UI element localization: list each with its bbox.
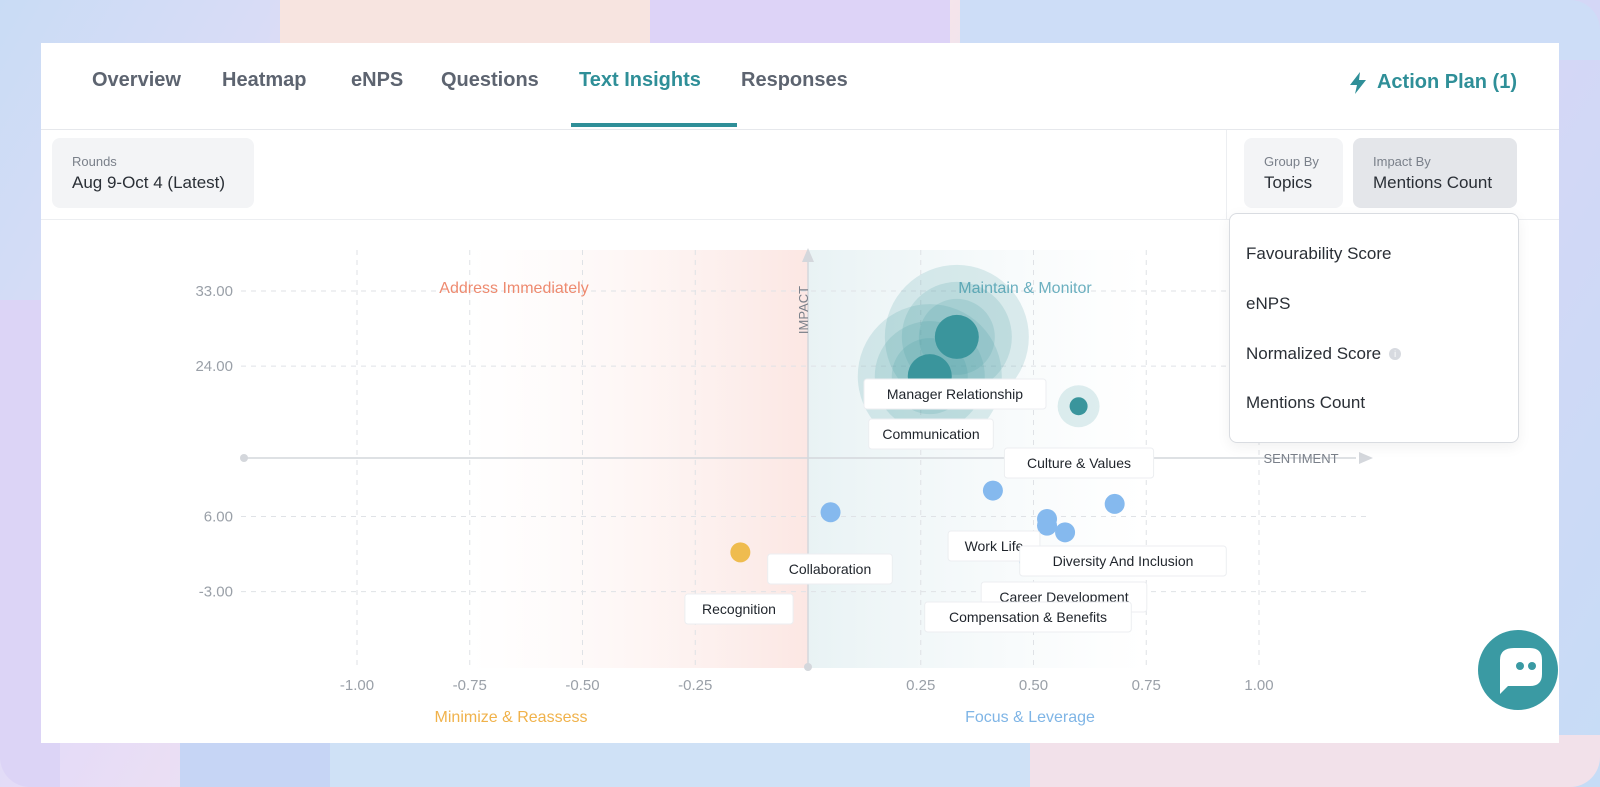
point-label-box <box>868 418 994 450</box>
point-label-box <box>684 593 794 625</box>
point-label: Recognition <box>702 601 776 617</box>
chat-widget-button[interactable] <box>1478 630 1558 710</box>
x-axis-origin-dot <box>240 454 248 462</box>
data-point <box>1104 493 1125 514</box>
filter-divider <box>1226 130 1227 220</box>
group-by-filter[interactable]: Group By Topics <box>1244 138 1343 208</box>
data-point <box>982 480 1003 501</box>
point-label: Manager Relationship <box>887 386 1023 402</box>
action-plan-button[interactable]: Action Plan (1) <box>1349 71 1517 94</box>
y-axis-origin-dot <box>804 663 812 671</box>
point-label-box <box>767 553 893 585</box>
tab-responses[interactable]: Responses <box>741 69 848 91</box>
option-enps[interactable]: eNPS <box>1246 294 1291 313</box>
main-panel: Overview Heatmap eNPS Questions Text Ins… <box>41 43 1559 743</box>
data-point <box>730 542 751 563</box>
x-tick-label: -1.00 <box>340 677 374 694</box>
x-tick-label: 0.75 <box>1132 677 1161 694</box>
impact-by-value: Mentions Count <box>1373 173 1493 192</box>
point-label-box <box>863 378 1047 410</box>
point-label: Work Life <box>965 538 1024 554</box>
y-tick-label: 33.00 <box>195 283 233 300</box>
point-label-box <box>1019 545 1227 577</box>
rounds-label: Rounds <box>72 154 117 169</box>
point-label: Collaboration <box>789 561 872 577</box>
info-icon[interactable]: i <box>1389 348 1402 360</box>
impact-by-label: Impact By <box>1373 154 1431 169</box>
point-label: Compensation & Benefits <box>949 609 1107 625</box>
impact-by-dropdown: Favourability Score eNPS Normalized Scor… <box>1229 213 1519 443</box>
rounds-filter[interactable]: Rounds Aug 9-Oct 4 (Latest) <box>52 138 254 208</box>
option-mentions-count[interactable]: Mentions Count <box>1246 393 1366 412</box>
axes: SENTIMENT IMPACT <box>240 248 1373 671</box>
x-axis-title: SENTIMENT <box>1263 451 1338 466</box>
quadrant-address-immediately: Address Immediately <box>439 280 588 297</box>
group-by-label: Group By <box>1264 154 1319 169</box>
quadrant-labels: Address Immediately Maintain & Monitor Min… <box>435 280 1095 726</box>
x-tick-label: 0.25 <box>906 677 935 694</box>
data-point <box>1055 522 1076 543</box>
point-label-box <box>1003 447 1155 479</box>
x-tick-label: -0.50 <box>565 677 599 694</box>
filter-bar: Rounds Aug 9-Oct 4 (Latest) Group By Top… <box>41 130 1559 220</box>
rounds-value: Aug 9-Oct 4 (Latest) <box>72 173 226 192</box>
point-label: Career Development <box>999 589 1128 605</box>
group-by-value: Topics <box>1264 173 1313 192</box>
active-tab-indicator <box>571 123 737 127</box>
point-labels: Manager Relationship Communication Culture… <box>684 378 1227 633</box>
impact-by-filter[interactable]: Impact By Mentions Count <box>1353 138 1517 208</box>
bolt-icon <box>1349 71 1366 94</box>
y-axis-title: IMPACT <box>796 286 811 334</box>
quadrant-focus-leverage: Focus & Leverage <box>965 709 1095 726</box>
tab-heatmap[interactable]: Heatmap <box>222 69 307 91</box>
data-point <box>1069 397 1088 416</box>
data-point <box>934 314 979 359</box>
y-tick-label: 24.00 <box>195 358 233 375</box>
tab-text-insights[interactable]: Text Insights <box>579 69 701 91</box>
option-favourability-score[interactable]: Favourability Score <box>1246 244 1392 263</box>
x-tick-label: -0.75 <box>453 677 487 694</box>
tab-bar: Overview Heatmap eNPS Questions Text Ins… <box>41 43 1559 130</box>
tab-enps[interactable]: eNPS <box>351 69 404 91</box>
quadrant-maintain-monitor: Maintain & Monitor <box>958 280 1092 297</box>
data-point <box>820 502 841 523</box>
tick-labels: -1.00 -0.75 -0.50 -0.25 0.25 0.50 0.75 1.00 33.0… <box>195 283 1273 694</box>
y-tick-label: -3.00 <box>199 584 233 601</box>
y-axis-arrow <box>802 248 814 262</box>
x-axis-arrow <box>1359 452 1373 464</box>
y-tick-label: 6.00 <box>204 508 233 525</box>
tab-questions[interactable]: Questions <box>441 69 539 91</box>
data-point <box>1037 515 1058 536</box>
chat-icon <box>1500 648 1542 694</box>
action-plan-label: Action Plan (1) <box>1376 71 1517 93</box>
point-label: Diversity And Inclusion <box>1053 553 1194 569</box>
x-tick-label: 1.00 <box>1244 677 1273 694</box>
x-tick-label: 0.50 <box>1019 677 1048 694</box>
quadrant-minimize-reassess: Minimize & Reassess <box>435 709 588 726</box>
option-normalized-score[interactable]: Normalized Score i <box>1246 344 1402 364</box>
point-label: Culture & Values <box>1027 455 1131 471</box>
point-label-box <box>924 601 1132 633</box>
tab-overview[interactable]: Overview <box>92 69 181 91</box>
point-label: Communication <box>882 426 979 442</box>
sentiment-impact-chart: SENTIMENT IMPACT -1.00 -0.75 -0.50 -0.25 0.25… <box>195 248 1373 726</box>
x-tick-label: -0.25 <box>678 677 712 694</box>
